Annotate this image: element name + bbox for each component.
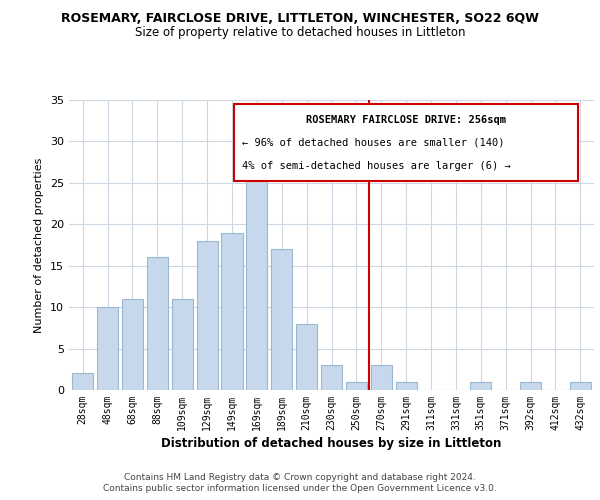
FancyBboxPatch shape [235, 104, 578, 181]
Bar [97, 307, 118, 390]
Bar [470, 382, 491, 390]
Bar [296, 324, 317, 390]
Text: ← 96% of detached houses are smaller (140): ← 96% of detached houses are smaller (14… [242, 138, 505, 147]
Text: Size of property relative to detached houses in Littleton: Size of property relative to detached ho… [135, 26, 465, 39]
Bar [147, 258, 168, 390]
Bar [570, 382, 591, 390]
Bar [520, 382, 541, 390]
Bar [246, 166, 268, 390]
Bar [197, 241, 218, 390]
Text: Contains HM Land Registry data © Crown copyright and database right 2024.: Contains HM Land Registry data © Crown c… [124, 472, 476, 482]
Y-axis label: Number of detached properties: Number of detached properties [34, 158, 44, 332]
Bar [371, 365, 392, 390]
Bar [122, 299, 143, 390]
Text: 4% of semi-detached houses are larger (6) →: 4% of semi-detached houses are larger (6… [242, 161, 511, 171]
Text: ROSEMARY, FAIRCLOSE DRIVE, LITTLETON, WINCHESTER, SO22 6QW: ROSEMARY, FAIRCLOSE DRIVE, LITTLETON, WI… [61, 12, 539, 26]
Bar [172, 299, 193, 390]
Bar [395, 382, 417, 390]
Text: Contains public sector information licensed under the Open Government Licence v3: Contains public sector information licen… [103, 484, 497, 493]
X-axis label: Distribution of detached houses by size in Littleton: Distribution of detached houses by size … [161, 437, 502, 450]
Bar [221, 232, 242, 390]
Bar [271, 249, 292, 390]
Bar [346, 382, 367, 390]
Text: ROSEMARY FAIRCLOSE DRIVE: 256sqm: ROSEMARY FAIRCLOSE DRIVE: 256sqm [307, 114, 506, 124]
Bar [321, 365, 342, 390]
Bar [72, 374, 93, 390]
